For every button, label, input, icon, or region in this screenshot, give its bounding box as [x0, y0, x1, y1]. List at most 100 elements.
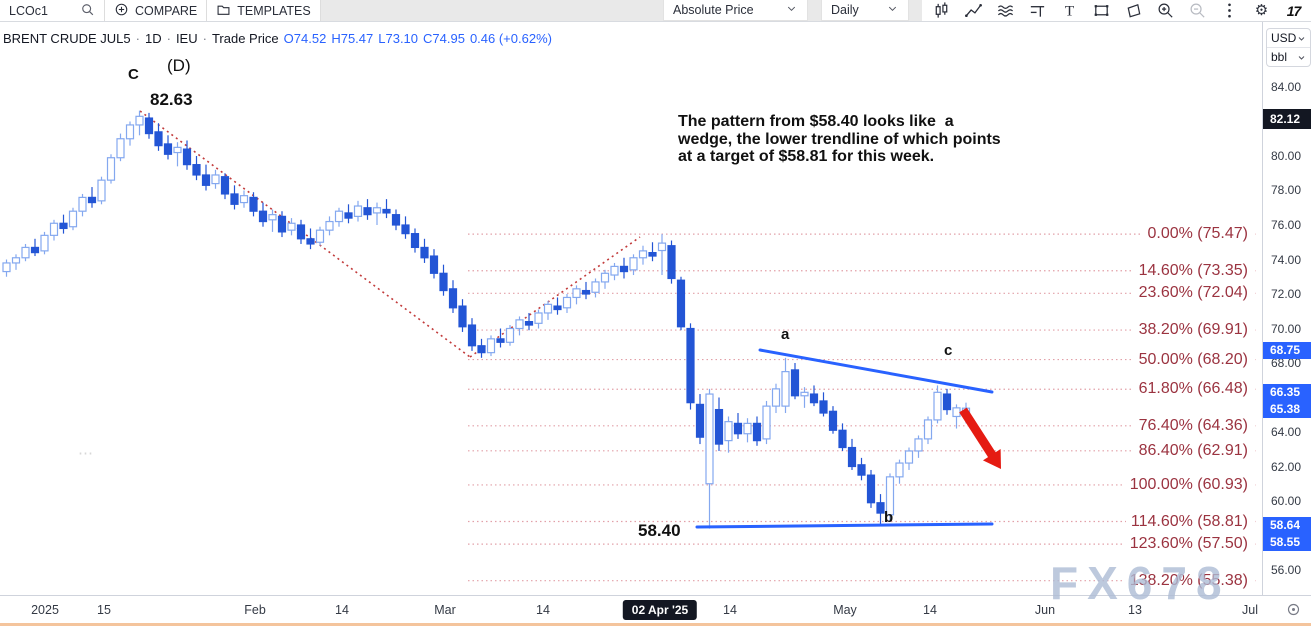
legend-symbol: BRENT CRUDE JUL5: [3, 31, 131, 46]
price-line-label: 58.55: [1263, 533, 1311, 551]
crosshair-price-label: 82.12: [1263, 109, 1311, 129]
price-tick-label: 68.00: [1271, 356, 1302, 370]
price-tick-label: 76.00: [1271, 218, 1302, 232]
symbol-search-box[interactable]: LCOc1: [0, 0, 105, 21]
tradingview-logo-icon: 17: [1286, 2, 1302, 19]
price-tick-label: 74.00: [1271, 253, 1302, 267]
shapes-tool-icon[interactable]: [1092, 1, 1111, 20]
price-tick-label: 72.00: [1271, 287, 1302, 301]
time-tick-label: 14: [536, 603, 550, 617]
price-tick-label: 64.00: [1271, 425, 1302, 439]
price-tick-label: 78.00: [1271, 183, 1302, 197]
compare-button-label: COMPARE: [135, 3, 198, 18]
fib-level-label: 100.00% (60.93): [1124, 474, 1253, 495]
more-options-icon[interactable]: [1220, 1, 1239, 20]
compare-plus-icon: [114, 2, 129, 20]
time-tick-label: 14: [923, 603, 937, 617]
chevron-down-icon: [785, 2, 798, 18]
time-tick-label: 2025: [31, 603, 59, 617]
legend-interval: 1D: [144, 31, 162, 46]
time-tick-label: 13: [1128, 603, 1142, 617]
fib-level-label: 14.60% (73.35): [1133, 260, 1253, 281]
zoom-out-icon[interactable]: [1188, 1, 1207, 20]
fib-level-label: 123.60% (57.50): [1124, 534, 1253, 555]
toolbar-spacer: [321, 0, 663, 21]
price-tick-label: 62.00: [1271, 460, 1302, 474]
unit-selector: USD bbl: [1266, 28, 1311, 67]
legend-exchange: IEU: [175, 31, 198, 46]
fib-level-label: 50.00% (68.20): [1133, 349, 1253, 370]
top-toolbar: LCOc1 COMPARE TEMPLATES Absolute Price: [0, 0, 1311, 22]
price-mode-select[interactable]: Absolute Price: [663, 0, 808, 21]
currency-value: USD: [1271, 31, 1297, 45]
folder-icon: [216, 2, 231, 20]
time-tick-label: Jun: [1034, 603, 1056, 617]
price-axis[interactable]: USD bbl 84.00 80.00 78.00 76.00 74.00 72.00 70…: [1262, 21, 1311, 595]
crosshair-time-label: 02 Apr '25: [622, 600, 698, 620]
fib-level-label: 76.40% (64.36): [1133, 415, 1253, 436]
faint-dots: ⋯: [78, 445, 93, 462]
legend-change: 0.46 (+0.62%): [469, 31, 552, 46]
zoom-in-icon[interactable]: [1156, 1, 1175, 20]
templates-button[interactable]: TEMPLATES: [207, 0, 321, 21]
wave-label-c: C: [128, 66, 139, 83]
time-axis[interactable]: 2025 15 Feb 14 Mar 14 14 May 14 Jun 13 Jul 02 Apr '2…: [0, 595, 1311, 626]
polygon-tool-icon[interactable]: [1124, 1, 1143, 20]
compare-button[interactable]: COMPARE: [105, 0, 208, 21]
fib-level-label: 61.80% (66.48): [1133, 379, 1253, 400]
time-tick-label: Jul: [1242, 603, 1258, 617]
time-tick-label: May: [833, 603, 857, 617]
wedge-note: The pattern from $58.40 looks like a wed…: [678, 113, 1001, 165]
symbol-label: LCOc1: [9, 3, 48, 18]
price-line-label: 68.75: [1263, 341, 1311, 359]
peak-price-label: 82.63: [150, 90, 193, 109]
price-line-label: 66.35: [1263, 383, 1311, 401]
svg-text:T: T: [1065, 2, 1075, 19]
legend-open: O74.52: [283, 31, 327, 46]
fib-level-label: 38.20% (69.91): [1133, 320, 1253, 341]
interval-select[interactable]: Daily: [821, 0, 909, 21]
price-levels-icon[interactable]: [1028, 1, 1047, 20]
wedge-label-b: b: [884, 509, 894, 526]
chevron-down-icon: [1298, 36, 1305, 41]
time-axis-settings-icon[interactable]: [1286, 602, 1301, 622]
time-tick-label: 14: [335, 603, 349, 617]
legend-high: H75.47: [331, 31, 374, 46]
price-line-label: 65.38: [1263, 400, 1311, 418]
price-tick-label: 70.00: [1271, 322, 1302, 336]
low-price-label: 58.40: [638, 521, 681, 540]
price-line-label: 58.64: [1263, 516, 1311, 534]
currency-select[interactable]: USD: [1267, 29, 1310, 47]
price-mode-value: Absolute Price: [673, 3, 754, 17]
wedge-label-a: a: [781, 326, 790, 343]
wave-label-d: (D): [167, 56, 191, 75]
wedge-label-c: c: [944, 342, 953, 359]
fib-level-label: 23.60% (72.04): [1133, 283, 1253, 304]
interval-value: Daily: [831, 3, 859, 17]
unit-select[interactable]: bbl: [1267, 47, 1310, 66]
settings-gear-icon[interactable]: ⚙: [1254, 2, 1269, 19]
fib-level-label: 138.20% (55.38): [1124, 570, 1253, 591]
legend-price-type: Trade Price: [211, 31, 279, 46]
legend-low: L73.10: [378, 31, 419, 46]
chevron-down-icon: [1298, 55, 1305, 60]
price-tick-label: 56.00: [1271, 563, 1302, 577]
search-icon: [80, 2, 95, 20]
fib-level-label: 86.40% (62.91): [1133, 440, 1253, 461]
time-tick-label: 15: [97, 603, 111, 617]
bottom-accent-strip: [0, 623, 1311, 626]
time-tick-label: Mar: [434, 603, 456, 617]
templates-button-label: TEMPLATES: [237, 3, 311, 18]
indicators-icon[interactable]: [964, 1, 983, 20]
candlestick-style-icon[interactable]: [932, 1, 951, 20]
time-tick-label: 14: [723, 603, 737, 617]
price-tick-label: 80.00: [1271, 149, 1302, 163]
unit-value: bbl: [1271, 50, 1288, 64]
text-tool-icon[interactable]: T: [1060, 1, 1079, 20]
chart-legend: BRENT CRUDE JUL5 · 1D · IEU · Trade Pric…: [3, 31, 552, 46]
compare-overlay-icon[interactable]: [996, 1, 1015, 20]
toolbar-icon-row: T ⚙ 17: [922, 0, 1311, 21]
chevron-down-icon: [886, 2, 899, 18]
